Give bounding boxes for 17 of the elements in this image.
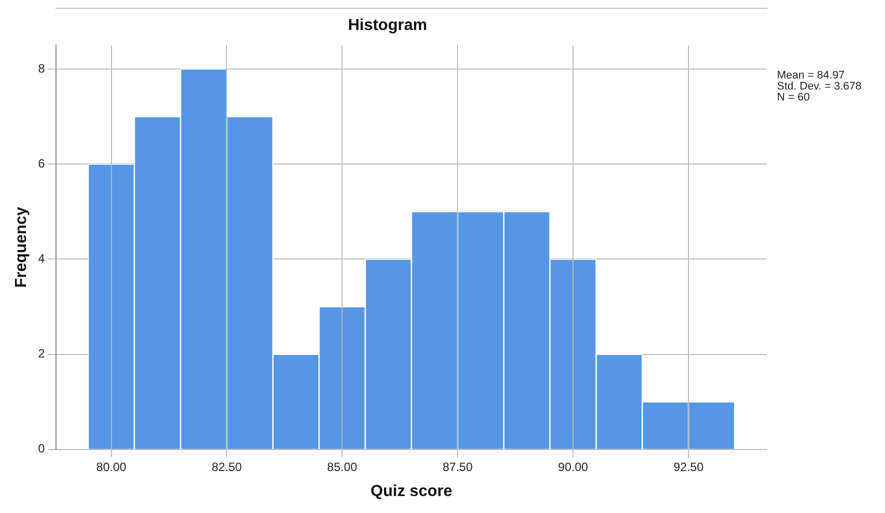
text: Std. Dev. = 3.678 bbox=[777, 80, 862, 93]
y-tick-label: 6 bbox=[38, 156, 46, 170]
text: Mean = 84.97 bbox=[777, 70, 845, 82]
x-tick-label: 90.00 bbox=[558, 460, 588, 474]
x-tick-label: 85.00 bbox=[327, 460, 358, 474]
chart-title: Histogram bbox=[348, 17, 428, 34]
x-tick-label: 87.50 bbox=[442, 460, 473, 474]
y-tick-label: 8 bbox=[38, 61, 46, 76]
y-tick-label: 2 bbox=[38, 346, 46, 361]
x-axis-title: Quiz score bbox=[370, 482, 452, 500]
text: N = 60 bbox=[777, 92, 810, 104]
y-tick-label: 0 bbox=[38, 442, 46, 456]
x-tick-label: 92.50 bbox=[673, 460, 704, 474]
y-axis-title: Frequency bbox=[13, 206, 30, 288]
x-tick-label: 82.50 bbox=[212, 460, 242, 474]
x-tick-label: 80.00 bbox=[96, 460, 127, 474]
y-tick-label: 4 bbox=[38, 252, 46, 266]
